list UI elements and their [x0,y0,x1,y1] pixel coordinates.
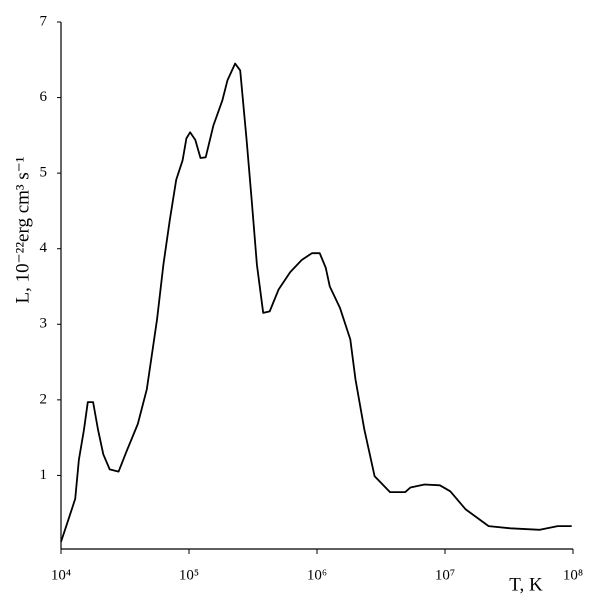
y-tick-label: 5 [40,165,48,181]
line [60,62,572,543]
x-tick-label: 10⁷ [435,567,455,583]
y-tick-label: 6 [40,89,48,105]
x-tick-label: 10⁶ [307,567,327,583]
x-tick-label: 10⁸ [563,567,583,583]
y-tick-label: 4 [40,240,48,256]
y-axis-title: L, 10⁻²²erg cm³ s⁻¹ [12,156,33,303]
y-tick-label: 7 [40,13,48,29]
y-tick-label: 2 [40,391,48,407]
x-tick-label: 10⁵ [179,567,199,583]
y-tick-label: 1 [40,467,48,483]
x-axis-title: T, K [509,574,543,595]
x-tick-label: 10⁴ [51,567,71,583]
y-tick-label: 3 [40,316,48,332]
